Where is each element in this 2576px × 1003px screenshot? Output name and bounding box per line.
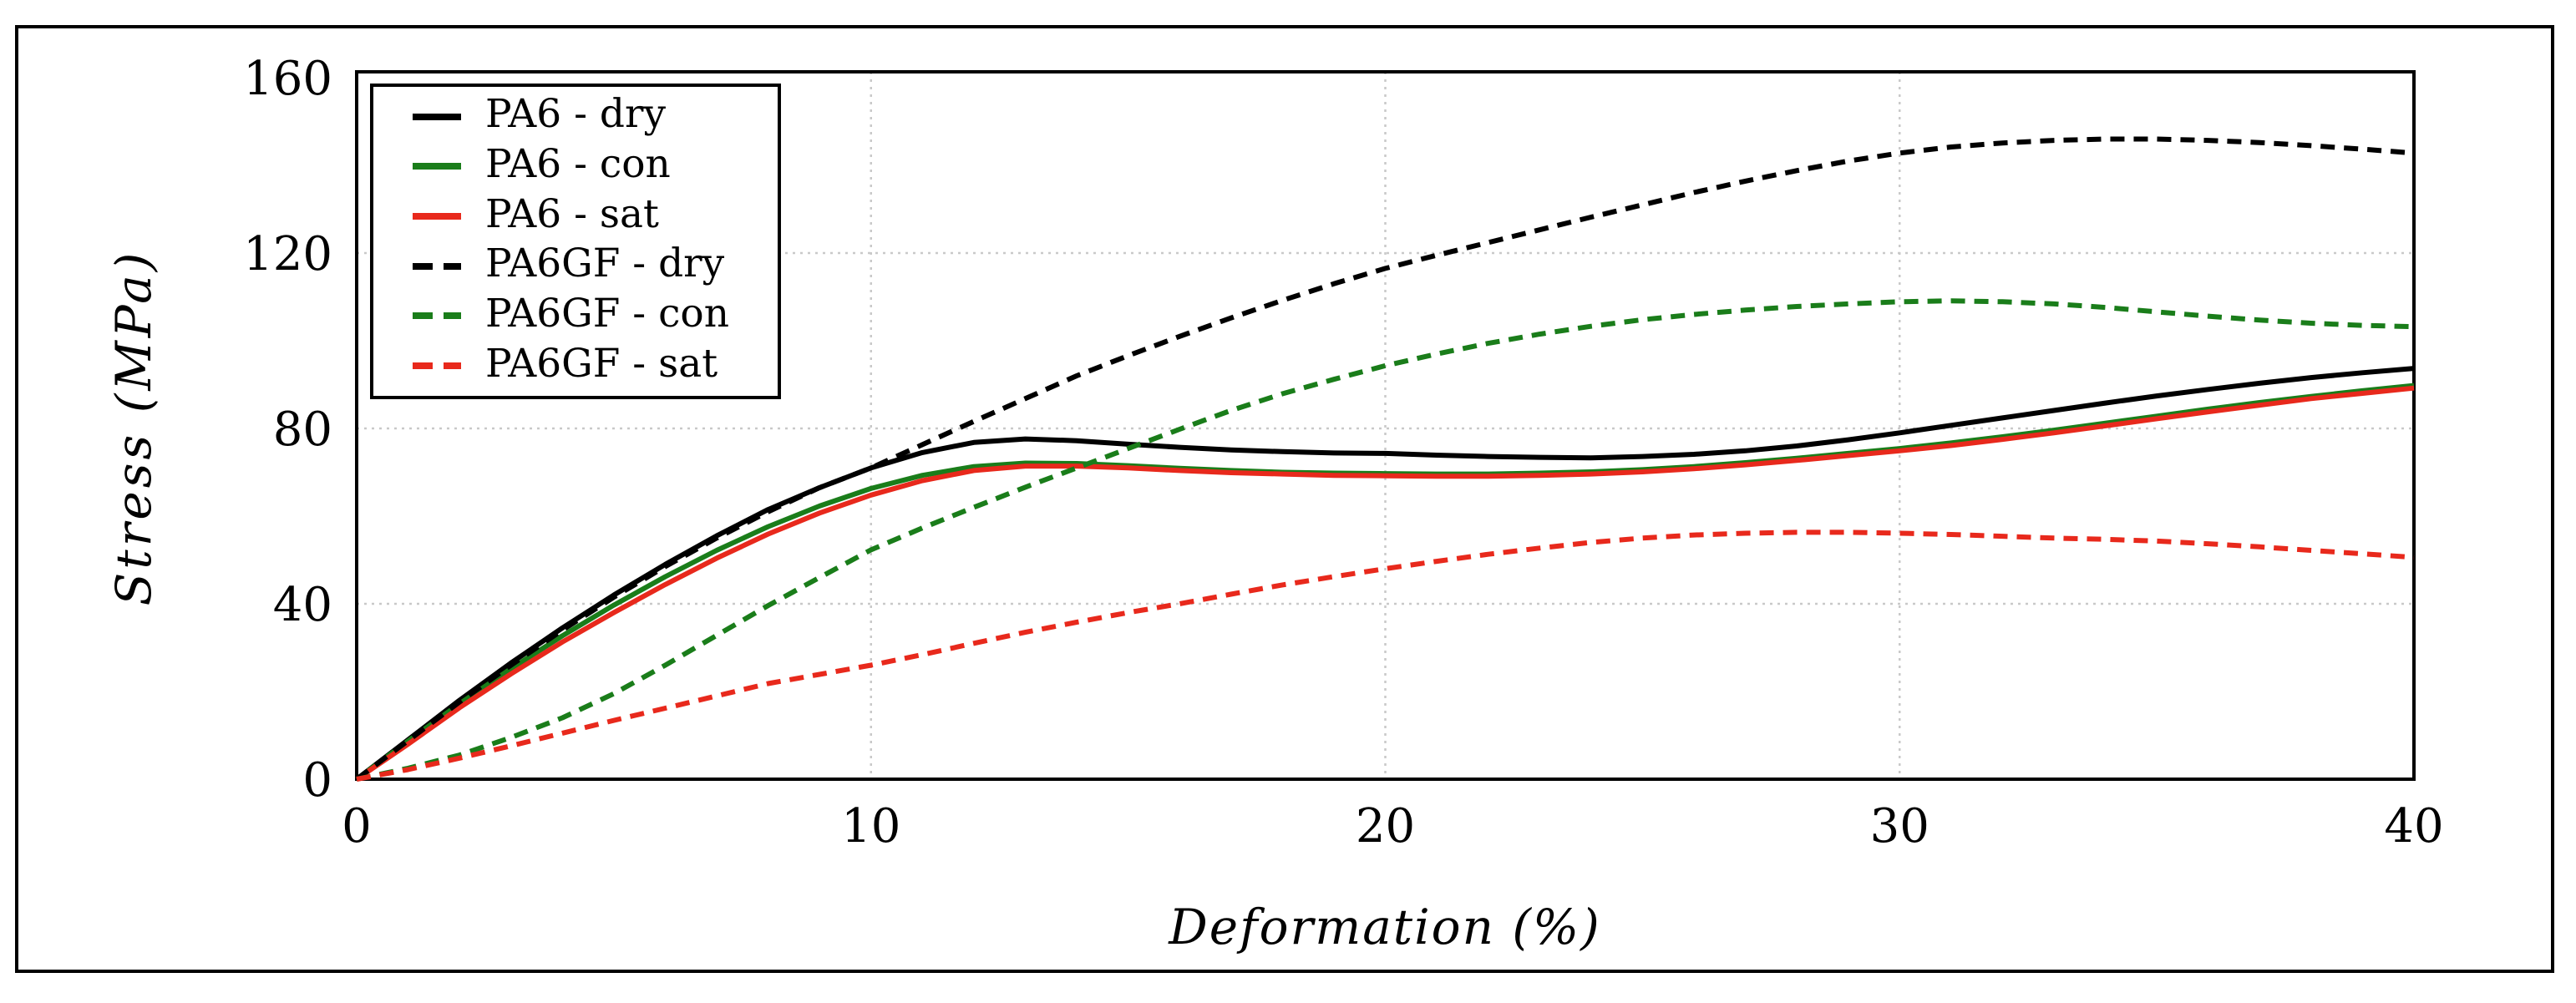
x-axis-title: Deformation (%) xyxy=(1169,899,1601,955)
x-tick-label: 20 xyxy=(1356,799,1415,854)
legend-line-swatch-icon xyxy=(413,312,461,320)
series-curve-pa6gf-dry xyxy=(355,136,2415,782)
legend-label: PA6GF - sat xyxy=(485,340,718,387)
x-tick-label: 30 xyxy=(1870,799,1929,854)
legend-item: PA6GF - dry xyxy=(373,243,778,290)
legend: PA6 - dry PA6 - con PA6 - sat PA6GF - dry PA… xyxy=(370,84,781,399)
legend-line-swatch-icon xyxy=(413,113,461,120)
legend-line-swatch-icon xyxy=(413,362,461,370)
legend-line-swatch-icon xyxy=(413,163,461,170)
legend-label: PA6 - dry xyxy=(485,91,667,138)
y-tick-label: 40 xyxy=(273,578,332,632)
y-tick-label: 80 xyxy=(273,403,332,457)
legend-line-swatch-icon xyxy=(413,262,461,270)
legend-item: PA6GF - sat xyxy=(373,342,778,389)
legend-item: PA6 - con xyxy=(373,143,778,190)
legend-label: PA6GF - dry xyxy=(485,241,725,287)
series-curve-pa6gf-sat xyxy=(356,529,2415,782)
x-tick-label: 10 xyxy=(841,799,900,854)
y-tick-label: 120 xyxy=(243,227,332,281)
legend-item: PA6 - dry xyxy=(373,94,778,140)
legend-label: PA6 - sat xyxy=(485,190,659,237)
legend-label: PA6 - con xyxy=(485,140,671,187)
legend-line-swatch-icon xyxy=(413,213,461,220)
legend-item: PA6GF - con xyxy=(373,292,778,339)
x-tick-label: 0 xyxy=(342,799,372,854)
legend-label: PA6GF - con xyxy=(485,290,729,337)
y-tick-label: 0 xyxy=(302,753,332,808)
series-curve-pa6gf-con xyxy=(356,298,2415,782)
y-axis-title: Stress (MPa) xyxy=(105,249,162,606)
series-curve-pa6-sat xyxy=(355,385,2415,782)
legend-item: PA6 - sat xyxy=(373,193,778,240)
y-tick-label: 160 xyxy=(243,52,332,106)
x-tick-label: 40 xyxy=(2384,799,2443,854)
series-curve-pa6-dry xyxy=(355,366,2415,782)
plot-frame xyxy=(355,70,2416,781)
